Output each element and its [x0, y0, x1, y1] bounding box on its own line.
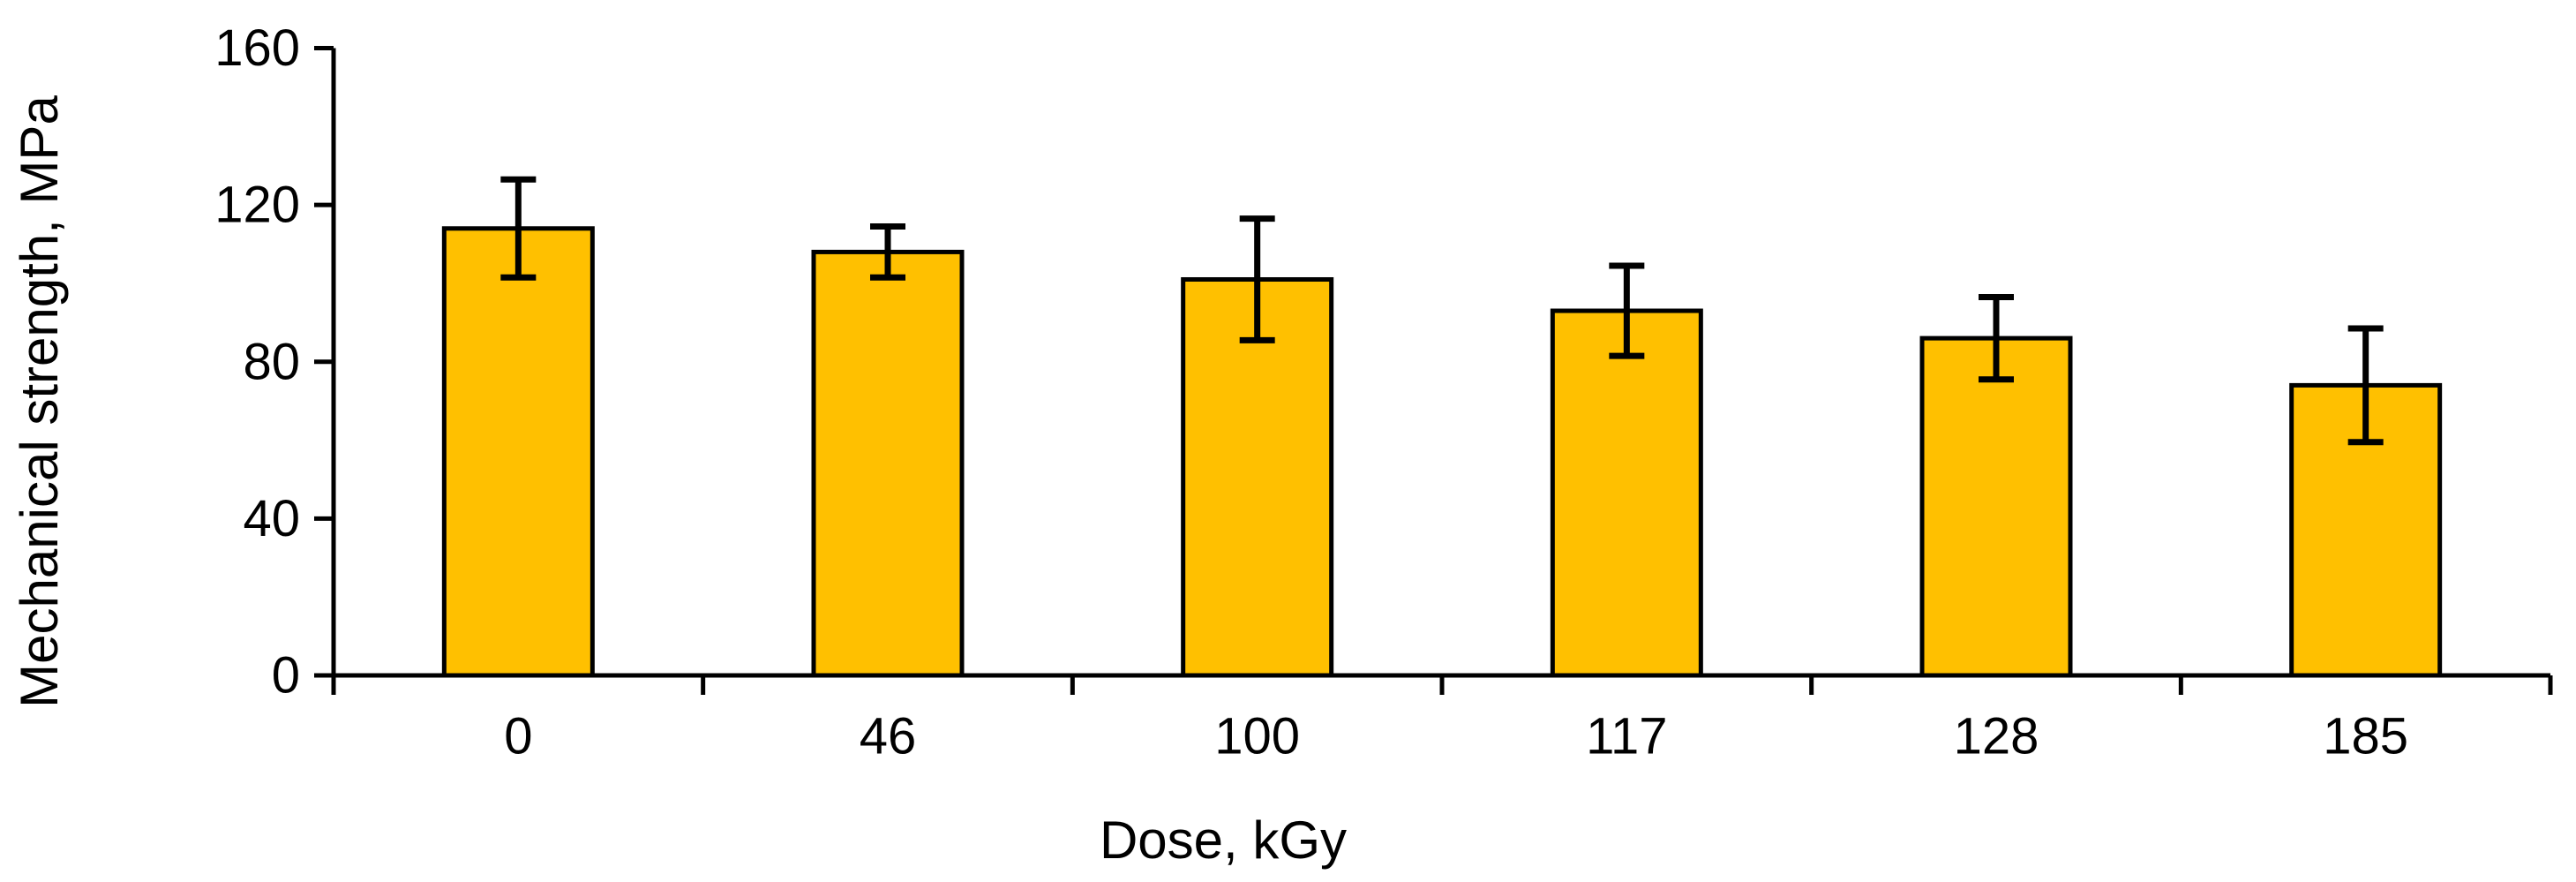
- bar: [1919, 335, 2073, 678]
- x-tick-label: 100: [1214, 708, 1300, 765]
- bar: [441, 226, 595, 678]
- y-tick-label: 80: [243, 333, 300, 390]
- x-tick-label: 185: [2323, 708, 2408, 765]
- x-tick-label: 0: [504, 708, 532, 765]
- bar: [811, 249, 965, 678]
- bar: [1550, 308, 1703, 678]
- y-tick-label: 0: [272, 647, 300, 705]
- x-tick-label: 46: [860, 708, 917, 765]
- y-tick-label: 160: [214, 19, 300, 77]
- y-tick-label: 120: [214, 177, 300, 234]
- y-axis-title: Mechanical strength, MPa: [10, 95, 69, 708]
- x-tick-label: 117: [1586, 708, 1667, 765]
- x-tick-label: 128: [1954, 708, 2039, 765]
- y-tick-label: 40: [243, 490, 300, 547]
- x-axis-title: Dose, kGy: [1099, 810, 1348, 870]
